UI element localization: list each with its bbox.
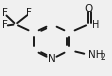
Text: N: N: [48, 54, 55, 64]
Text: O: O: [84, 4, 93, 14]
Text: F: F: [26, 8, 32, 18]
Text: H: H: [92, 20, 99, 30]
Text: NH: NH: [88, 50, 104, 60]
Text: F: F: [2, 8, 7, 18]
Text: F: F: [2, 20, 7, 30]
Text: 2: 2: [100, 53, 105, 62]
